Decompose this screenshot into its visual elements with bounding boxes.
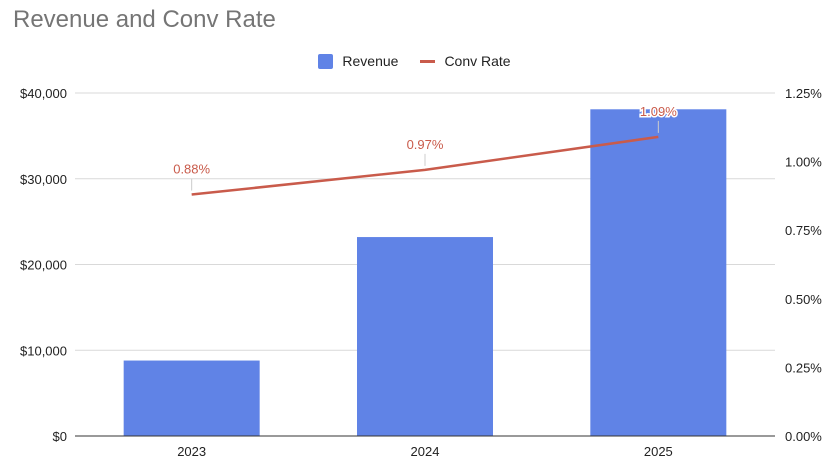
conv-rate-data-label: 0.97% <box>407 137 444 152</box>
legend: Revenue Conv Rate <box>0 51 829 71</box>
y-left-tick-label: $20,000 <box>20 258 67 273</box>
bar-2023[interactable] <box>123 360 260 436</box>
y-right-tick-label: 0.75% <box>785 223 822 238</box>
y-left-tick-label: $10,000 <box>20 343 67 358</box>
conv-rate-data-label: 0.88% <box>173 162 210 177</box>
x-tick-label: 2024 <box>411 444 440 459</box>
conv-rate-line[interactable] <box>191 135 659 196</box>
legend-swatch-revenue <box>318 53 334 69</box>
y-left-tick-label: $30,000 <box>20 172 67 187</box>
legend-swatch-conv-rate <box>420 59 436 63</box>
x-tick-label: 2023 <box>177 444 206 459</box>
y-right-tick-label: 1.25% <box>785 86 822 101</box>
chart-title: Revenue and Conv Rate <box>13 6 276 33</box>
legend-label-revenue: Revenue <box>342 53 399 69</box>
y-left-tick-label: $0 <box>53 429 67 444</box>
conv-rate-data-label: 1.09% <box>640 104 677 119</box>
y-right-tick-label: 0.00% <box>785 429 822 444</box>
bar-2025[interactable] <box>590 109 727 436</box>
legend-label-conv-rate: Conv Rate <box>444 53 511 69</box>
y-right-tick-label: 1.00% <box>785 155 822 170</box>
x-tick-label: 2025 <box>644 444 673 459</box>
bar-2024[interactable] <box>357 237 493 436</box>
legend-item-conv-rate[interactable]: Conv Rate <box>420 53 511 69</box>
y-right-tick-label: 0.25% <box>785 360 822 375</box>
y-right-tick-label: 0.50% <box>785 292 822 307</box>
y-left-tick-label: $40,000 <box>20 86 67 101</box>
legend-item-revenue[interactable]: Revenue <box>318 53 398 69</box>
